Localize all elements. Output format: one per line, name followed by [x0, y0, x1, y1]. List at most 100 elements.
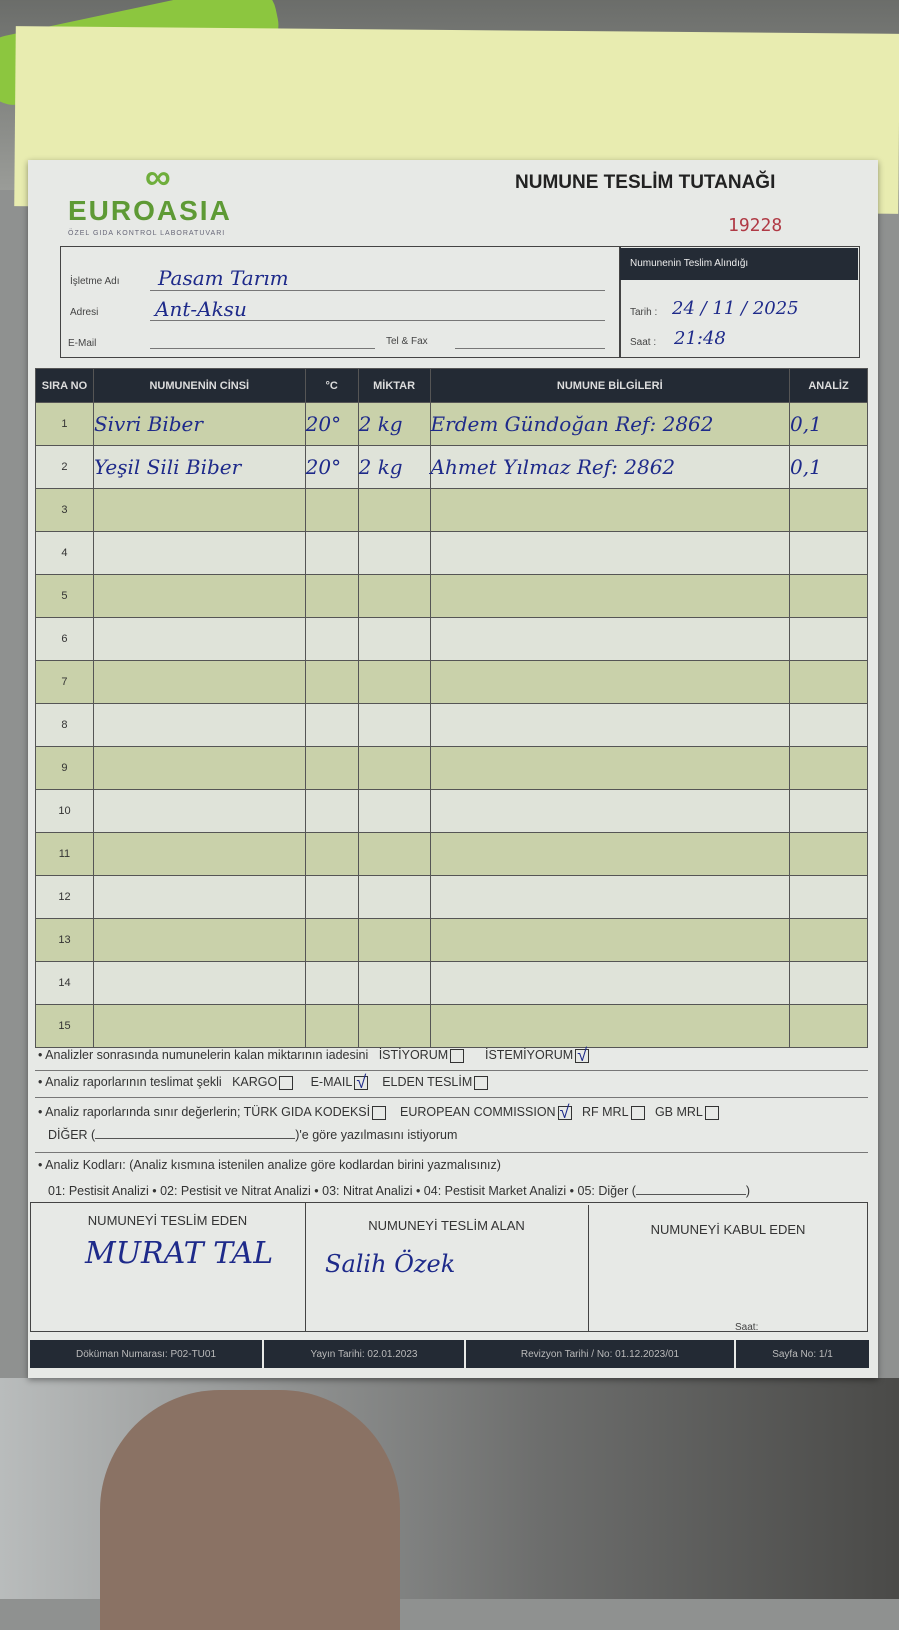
cell-info[interactable]	[429, 617, 791, 661]
cell-type[interactable]	[92, 660, 306, 704]
email-field[interactable]	[150, 348, 375, 349]
cell-amount[interactable]	[357, 488, 431, 532]
received-by-signature: Salih Özek	[325, 1250, 456, 1278]
cell-temp[interactable]	[304, 918, 359, 962]
cell-amount[interactable]	[357, 746, 431, 790]
cell-info[interactable]: Erdem Gündoğan Ref: 2862	[429, 402, 791, 446]
cell-amount[interactable]	[357, 875, 431, 919]
cell-type[interactable]	[92, 1004, 306, 1048]
cell-type[interactable]: Sivri Biber	[92, 402, 306, 446]
cell-temp[interactable]	[304, 703, 359, 747]
cell-temp[interactable]	[304, 832, 359, 876]
cell-analysis[interactable]	[789, 1004, 868, 1048]
cell-info[interactable]	[429, 832, 791, 876]
date-field[interactable]: 24 / 11 / 2025	[672, 298, 799, 319]
time-field[interactable]: 21:48	[674, 328, 726, 349]
cell-temp[interactable]: 20°	[304, 402, 359, 446]
cell-temp[interactable]: 20°	[304, 445, 359, 489]
cell-amount[interactable]	[357, 617, 431, 661]
cell-type[interactable]	[92, 703, 306, 747]
cell-temp[interactable]	[304, 961, 359, 1005]
cell-type[interactable]	[92, 531, 306, 575]
cell-amount[interactable]: 2 kg	[357, 445, 431, 489]
return-option: • Analizler sonrasında numunelerin kalan…	[38, 1046, 590, 1064]
cell-type[interactable]	[92, 488, 306, 532]
cell-amount[interactable]	[357, 961, 431, 1005]
handwritten-analysis: 0,1	[790, 412, 822, 436]
cell-type[interactable]	[92, 832, 306, 876]
cell-temp[interactable]	[304, 488, 359, 532]
cell-analysis[interactable]	[789, 488, 868, 532]
cell-info[interactable]	[429, 660, 791, 704]
cell-info[interactable]	[429, 531, 791, 575]
cell-amount[interactable]	[357, 918, 431, 962]
cell-type[interactable]: Yeşil Sili Biber	[92, 445, 306, 489]
cell-amount[interactable]	[357, 1004, 431, 1048]
receipt-heading: Numunenin Teslim Alındığı	[620, 248, 858, 280]
tel-field[interactable]	[455, 348, 605, 349]
cell-info[interactable]	[429, 703, 791, 747]
cell-amount[interactable]	[357, 703, 431, 747]
cell-analysis[interactable]	[789, 832, 868, 876]
cell-analysis[interactable]	[789, 875, 868, 919]
cell-info[interactable]	[429, 789, 791, 833]
cell-temp[interactable]	[304, 660, 359, 704]
cell-temp[interactable]	[304, 875, 359, 919]
cell-analysis[interactable]	[789, 918, 868, 962]
date-label: Tarih :	[630, 307, 658, 318]
table-row: 5	[35, 574, 868, 618]
cell-info[interactable]	[429, 746, 791, 790]
revision: Revizyon Tarihi / No: 01.12.2023/01	[466, 1340, 734, 1368]
cell-info[interactable]: Ahmet Yılmaz Ref: 2862	[429, 445, 791, 489]
email-checkbox[interactable]: √	[354, 1073, 369, 1091]
cell-analysis[interactable]	[789, 961, 868, 1005]
cell-amount[interactable]	[357, 832, 431, 876]
cell-temp[interactable]	[304, 1004, 359, 1048]
cell-analysis[interactable]	[789, 531, 868, 575]
cell-analysis[interactable]	[789, 574, 868, 618]
cell-temp[interactable]	[304, 617, 359, 661]
cell-analysis[interactable]: 0,1	[789, 402, 868, 446]
cell-amount[interactable]	[357, 574, 431, 618]
cell-type[interactable]	[92, 961, 306, 1005]
cell-info[interactable]	[429, 1004, 791, 1048]
cell-amount[interactable]: 2 kg	[357, 402, 431, 446]
ec-checkbox[interactable]: √	[557, 1103, 572, 1121]
cell-analysis[interactable]	[789, 660, 868, 704]
cell-type[interactable]	[92, 875, 306, 919]
cell-temp[interactable]	[304, 789, 359, 833]
cell-analysis[interactable]: 0,1	[789, 445, 868, 489]
cell-analysis[interactable]	[789, 746, 868, 790]
rf-checkbox[interactable]	[630, 1105, 645, 1120]
cargo-checkbox[interactable]	[279, 1075, 294, 1090]
cell-type[interactable]	[92, 574, 306, 618]
cell-analysis[interactable]	[789, 789, 868, 833]
cell-info[interactable]	[429, 961, 791, 1005]
hand-delivery-checkbox[interactable]	[474, 1075, 489, 1090]
cell-info[interactable]	[429, 875, 791, 919]
cell-info[interactable]	[429, 918, 791, 962]
return-no-checkbox[interactable]: √	[575, 1046, 590, 1064]
cell-temp[interactable]	[304, 574, 359, 618]
cell-info[interactable]	[429, 488, 791, 532]
cell-amount[interactable]	[357, 789, 431, 833]
name-field[interactable]: Pasam Tarım	[158, 266, 289, 290]
cell-no: 2	[35, 445, 94, 489]
address-field[interactable]: Ant-Aksu	[155, 297, 247, 321]
cell-analysis[interactable]	[789, 703, 868, 747]
cell-amount[interactable]	[357, 531, 431, 575]
gb-checkbox[interactable]	[704, 1105, 719, 1120]
cell-type[interactable]	[92, 746, 306, 790]
other-field[interactable]	[95, 1138, 296, 1139]
cell-type[interactable]	[92, 617, 306, 661]
cell-info[interactable]	[429, 574, 791, 618]
cell-type[interactable]	[92, 789, 306, 833]
return-yes-checkbox[interactable]	[450, 1048, 465, 1063]
cell-temp[interactable]	[304, 746, 359, 790]
tgk-checkbox[interactable]	[372, 1105, 387, 1120]
cell-type[interactable]	[92, 918, 306, 962]
table-row: 10	[35, 789, 868, 833]
cell-analysis[interactable]	[789, 617, 868, 661]
cell-temp[interactable]	[304, 531, 359, 575]
cell-amount[interactable]	[357, 660, 431, 704]
